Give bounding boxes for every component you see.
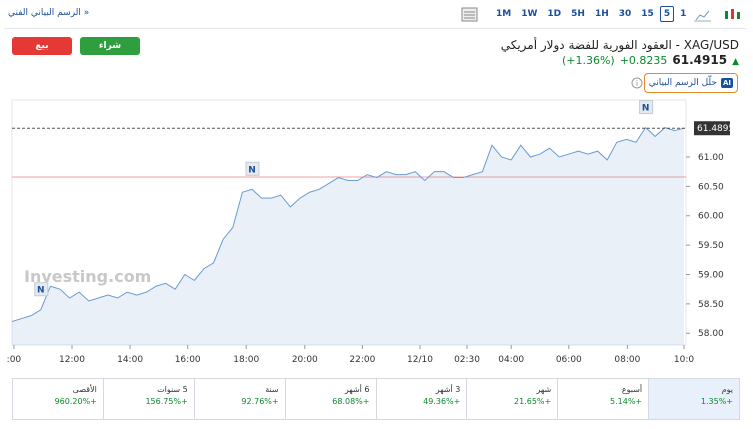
x-tick-label: 02:30 — [454, 355, 480, 365]
last-price-label: 61.4895 — [697, 124, 734, 134]
news-marker-label: N — [642, 104, 650, 114]
news-marker-label: N — [248, 165, 256, 175]
x-tick-label: 14:00 — [117, 355, 143, 365]
table-icon[interactable] — [461, 7, 479, 23]
x-tick-label: 12:00 — [59, 355, 85, 365]
x-tick-label: :00 — [7, 355, 22, 365]
news-marker-label: N — [37, 286, 45, 296]
sell-button[interactable]: بيع — [12, 37, 72, 55]
instrument-title: XAG/USD - العقود الفورية للفضة دولار أمر… — [500, 38, 739, 52]
period-label: الأقصى — [72, 385, 97, 394]
period-label: 5 سنوات — [157, 385, 188, 394]
info-icon[interactable]: i — [631, 77, 643, 89]
x-tick-label: 06:00 — [556, 355, 582, 365]
news-marker[interactable] — [245, 161, 260, 176]
period-cell[interactable]: 3 أشهر +49.36% — [375, 379, 467, 419]
y-tick-label: 58.00 — [698, 329, 724, 339]
change: +0.8235 — [619, 54, 668, 67]
timeframe-button[interactable]: 5H — [571, 9, 585, 19]
y-tick-label: 58.50 — [698, 300, 724, 310]
timeframe-button[interactable]: 1H — [594, 9, 609, 19]
news-marker[interactable] — [639, 100, 654, 115]
ai-badge: AI — [720, 78, 733, 88]
period-cell[interactable]: الأقصى +960.20% — [13, 379, 103, 419]
period-change: +21.65% — [514, 397, 552, 406]
timeframe-button[interactable]: 1M — [496, 9, 512, 19]
price-line — [11, 126, 685, 322]
period-cell[interactable]: يوم +1.35% — [648, 379, 739, 419]
period-change: +156.75% — [145, 397, 188, 406]
period-change: +92.76% — [241, 397, 279, 406]
price: 61.4915 — [672, 53, 728, 67]
y-tick-label: 59.50 — [698, 241, 724, 251]
period-label: 3 أشهر — [435, 385, 461, 394]
period-cell[interactable]: سنة +92.76% — [193, 379, 285, 419]
technical-link[interactable]: الرسم البياني الفني » — [8, 8, 90, 18]
x-tick-label: 04:00 — [498, 355, 524, 365]
period-label: 6 أشهر — [344, 385, 370, 394]
ai-button[interactable]: AI حلّل الرسم البياني — [643, 73, 738, 93]
period-label: أسبوع — [621, 385, 643, 394]
period-cell[interactable]: 6 أشهر +68.08% — [284, 379, 376, 419]
timeframe-button[interactable]: 1 — [680, 9, 687, 19]
x-tick-label: 10:0 — [674, 355, 694, 365]
period-change: +49.36% — [423, 397, 461, 406]
x-tick-label: 22:00 — [349, 355, 375, 365]
toolbar — [4, 4, 746, 29]
area-fill — [12, 127, 684, 345]
period-change: +960.20% — [54, 397, 97, 406]
timeframes: 1M 1W 1D 5H 1H 30 15 5 1 — [492, 6, 690, 22]
period-change: +1.35% — [700, 397, 733, 406]
timeframe-button[interactable]: 1D — [547, 9, 562, 19]
change-pct: (+1.36%) — [561, 54, 615, 67]
chart-type-icons[interactable] — [694, 7, 744, 23]
period-change: +5.14% — [610, 397, 643, 406]
y-tick-label: 61.00 — [698, 153, 724, 163]
timeframe-button[interactable]: 15 — [641, 9, 654, 19]
period-table: يوم +1.35% أسبوع +5.14% شهر +21.65% 3 أشهر +49.… — [12, 378, 740, 420]
ai-label: حلّل الرسم البياني — [648, 78, 717, 88]
timeframe-button[interactable]: 5 — [659, 6, 675, 22]
x-tick-label: 12/10 — [407, 355, 433, 365]
period-label: يوم — [721, 385, 733, 394]
y-tick-label: 60.00 — [698, 212, 724, 222]
timeframe-button[interactable]: 30 — [618, 9, 632, 19]
y-tick-label: 60.50 — [698, 182, 724, 192]
period-label: سنة — [265, 385, 279, 394]
last-price-box — [694, 121, 730, 136]
period-cell[interactable]: أسبوع +5.14% — [557, 379, 648, 419]
watermark: Investing.com — [24, 267, 151, 286]
period-cell[interactable]: شهر +21.65% — [466, 379, 557, 419]
period-change: +68.08% — [332, 397, 370, 406]
price-box: (+1.36%) +0.8235 61.4915 ▲ — [562, 53, 739, 67]
x-tick-label: 18:00 — [233, 355, 259, 365]
period-cell[interactable]: 5 سنوات +156.75% — [102, 379, 194, 419]
y-tick-label: 59.00 — [698, 270, 724, 280]
x-tick-label: 16:00 — [175, 355, 201, 365]
chart: Investing.com 58.00 58.50 59.00 59.50 60.00 60… — [7, 99, 734, 365]
x-tick-label: 20:00 — [292, 355, 318, 365]
up-arrow: ▲ — [732, 57, 739, 67]
plot-frame — [11, 99, 687, 346]
svg-text:i: i — [636, 79, 638, 88]
period-label: شهر — [536, 385, 552, 394]
news-marker[interactable] — [34, 282, 49, 297]
timeframe-button[interactable]: 1W — [521, 9, 538, 19]
buy-button[interactable]: شراء — [80, 37, 140, 55]
x-tick-label: 08:00 — [614, 355, 640, 365]
